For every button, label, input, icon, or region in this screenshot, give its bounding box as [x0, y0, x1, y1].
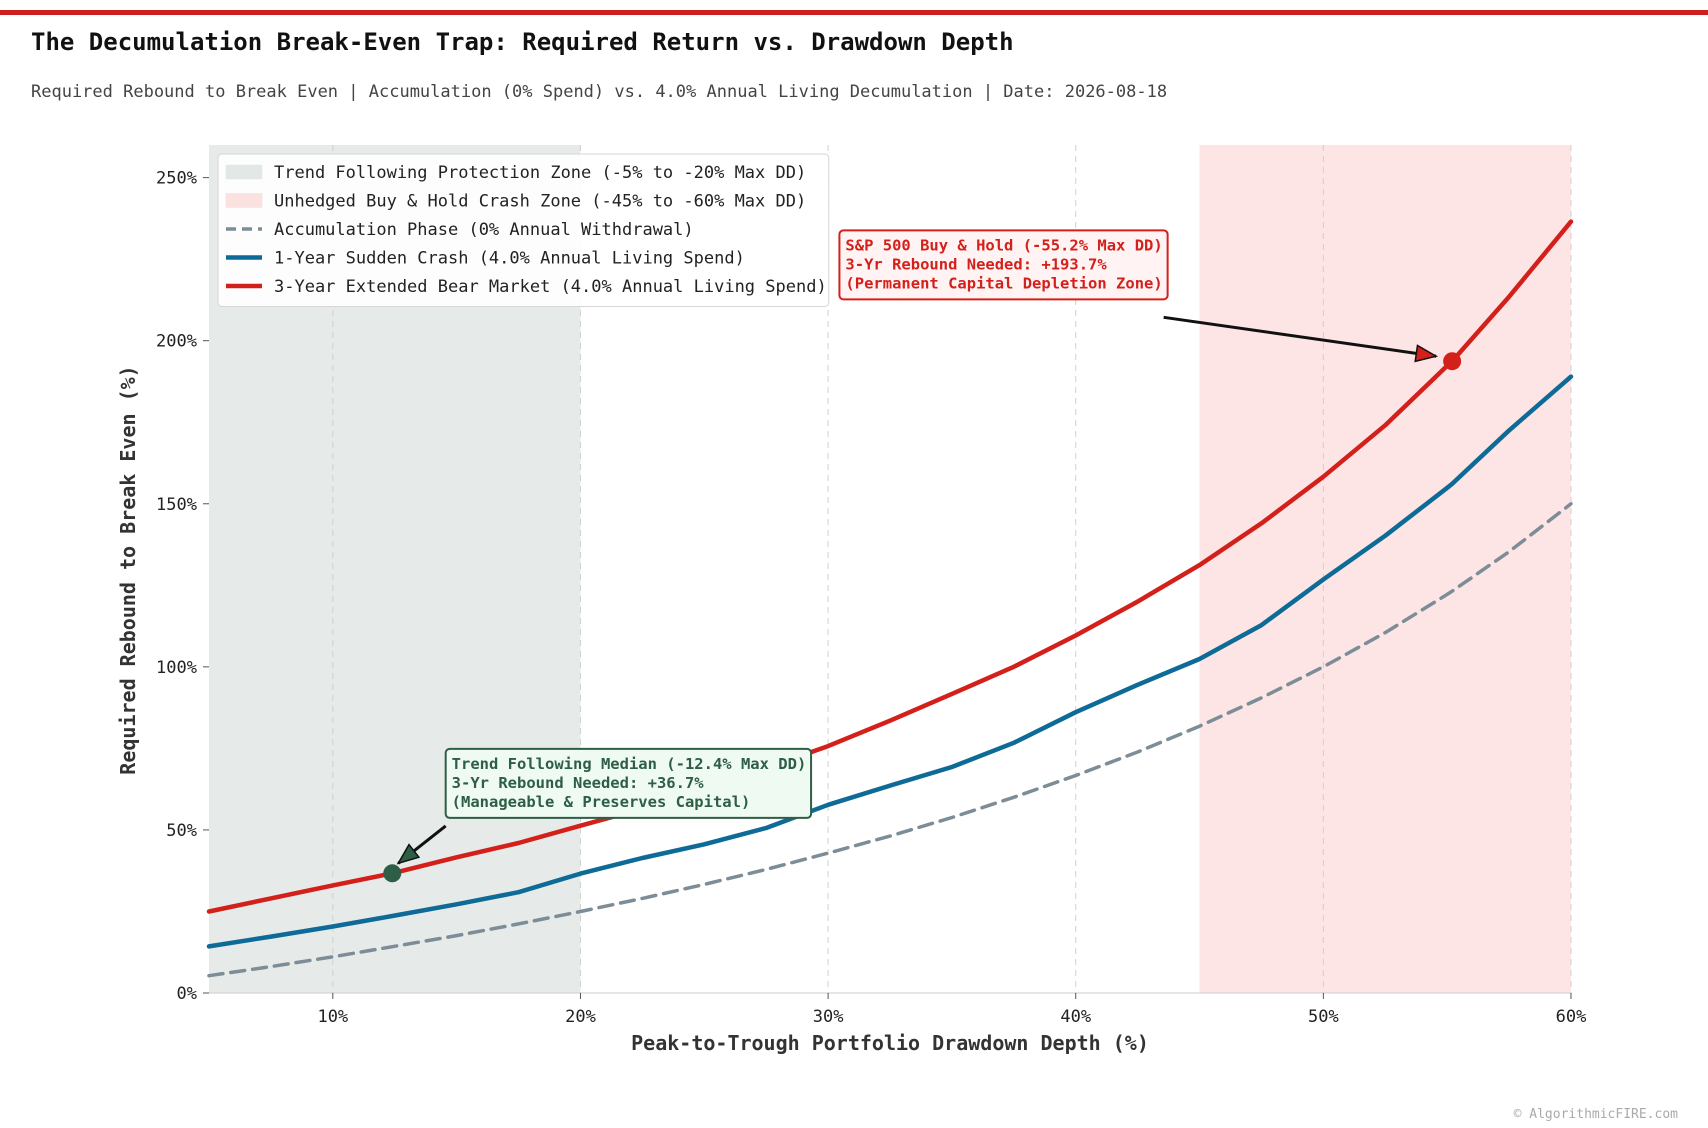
sp500-annotation-arrowhead — [1414, 344, 1439, 363]
trend-following-annotation-arrowhead — [396, 843, 421, 865]
accumulation-series-line — [207, 502, 1573, 978]
legend-label: Unhedged Buy & Hold Crash Zone (-45% to … — [274, 192, 806, 212]
y-tick-label: 200% — [156, 332, 197, 352]
x-tick-label: 50% — [1308, 1007, 1339, 1027]
gridlines — [332, 145, 1572, 993]
legend-label: Trend Following Protection Zone (-5% to … — [274, 163, 806, 183]
annotations: Trend Following Median (-12.4% Max DD)3-… — [383, 229, 1462, 883]
y-tick-label: 100% — [156, 658, 197, 678]
y-tick-label: 150% — [156, 495, 197, 515]
sp500-annotation-arrow — [1163, 315, 1437, 358]
legend-label: Accumulation Phase (0% Annual Withdrawal… — [274, 220, 694, 240]
legend-label: 3-Year Extended Bear Market (4.0% Annual… — [274, 277, 827, 297]
three-year-bear-series-line — [206, 219, 1574, 914]
sp500-annotation-point — [1443, 352, 1462, 371]
crash-zone — [1199, 145, 1571, 993]
legend: Trend Following Protection Zone (-5% to … — [217, 153, 830, 307]
sp500-annotation-box — [838, 229, 1169, 301]
trend-following-annotation-text: 3-Yr Rebound Needed: +36.7% — [452, 774, 705, 792]
legend-swatch — [225, 193, 263, 208]
x-tick-label: 60% — [1556, 1007, 1587, 1027]
accent-bar — [0, 10, 1708, 15]
x-tick-label: 30% — [813, 1007, 844, 1027]
legend-box — [217, 153, 830, 307]
sp500-annotation-text: 3-Yr Rebound Needed: +193.7% — [845, 255, 1107, 273]
series-lines — [206, 219, 1574, 978]
y-tick-label: 250% — [156, 169, 197, 189]
y-tick-label: 50% — [166, 821, 197, 841]
legend-swatch — [225, 164, 263, 180]
one-year-crash-series-line — [206, 374, 1574, 949]
x-axis-label: Peak-to-Trough Portfolio Drawdown Depth … — [631, 1031, 1149, 1055]
sp500-annotation-text: (Permanent Capital Depletion Zone) — [845, 274, 1162, 292]
x-tick-label: 10% — [317, 1007, 348, 1027]
y-axis-label: Required Rebound to Break Even (%) — [116, 365, 140, 774]
x-tick-label: 20% — [565, 1007, 596, 1027]
trend-following-annotation-text: (Manageable & Preserves Capital) — [452, 793, 751, 811]
sp500-annotation-text: S&P 500 Buy & Hold (-55.2% Max DD) — [845, 236, 1162, 254]
trend-following-annotation-point — [383, 864, 402, 883]
axes: 10% 20% 30% 40% 50% 60% 0% 50% 100% 150% 200% 250% — [156, 169, 1586, 1027]
chart-title: The Decumulation Break-Even Trap: Requir… — [31, 28, 1014, 56]
chart-subtitle: Required Rebound to Break Even | Accumul… — [31, 82, 1168, 102]
x-tick-label: 40% — [1060, 1007, 1091, 1027]
trend-following-annotation-box — [444, 747, 813, 819]
legend-label: 1-Year Sudden Crash (4.0% Annual Living … — [274, 249, 745, 269]
y-tick-label: 0% — [177, 984, 197, 1004]
footer-credit: © AlgorithmicFIRE.com — [1513, 1107, 1678, 1122]
trend-following-annotation-text: Trend Following Median (-12.4% Max DD) — [452, 755, 807, 773]
